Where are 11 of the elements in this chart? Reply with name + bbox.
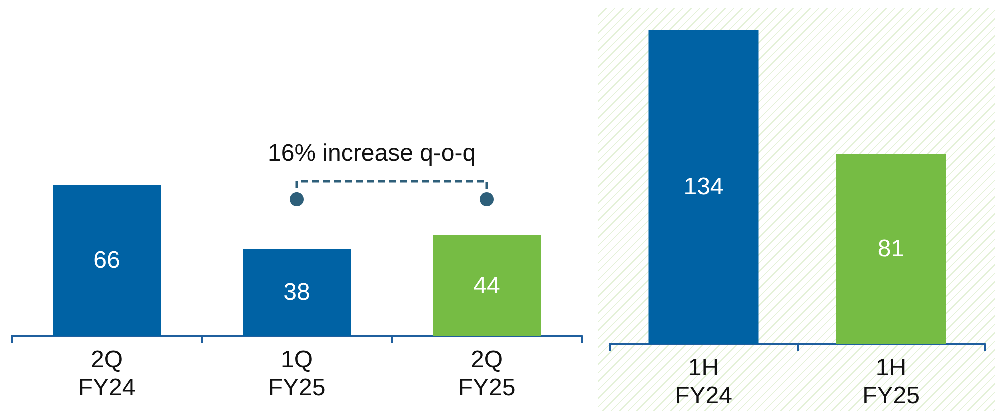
data-label: 134 [684, 174, 724, 200]
data-label: 44 [474, 272, 500, 300]
data-label: 66 [94, 247, 120, 274]
x-tick-label: 1H FY25 [862, 354, 920, 410]
data-label: 38 [284, 279, 310, 306]
x-tick-label: 2Q FY25 [458, 346, 516, 402]
x-tick-label: 1H FY24 [675, 354, 732, 410]
data-label: 81 [878, 236, 905, 263]
x-tick-label: 2Q FY24 [78, 346, 136, 402]
text: 16% increase q-o-q [268, 140, 476, 168]
x-tick-label: 1Q FY25 [268, 346, 326, 402]
